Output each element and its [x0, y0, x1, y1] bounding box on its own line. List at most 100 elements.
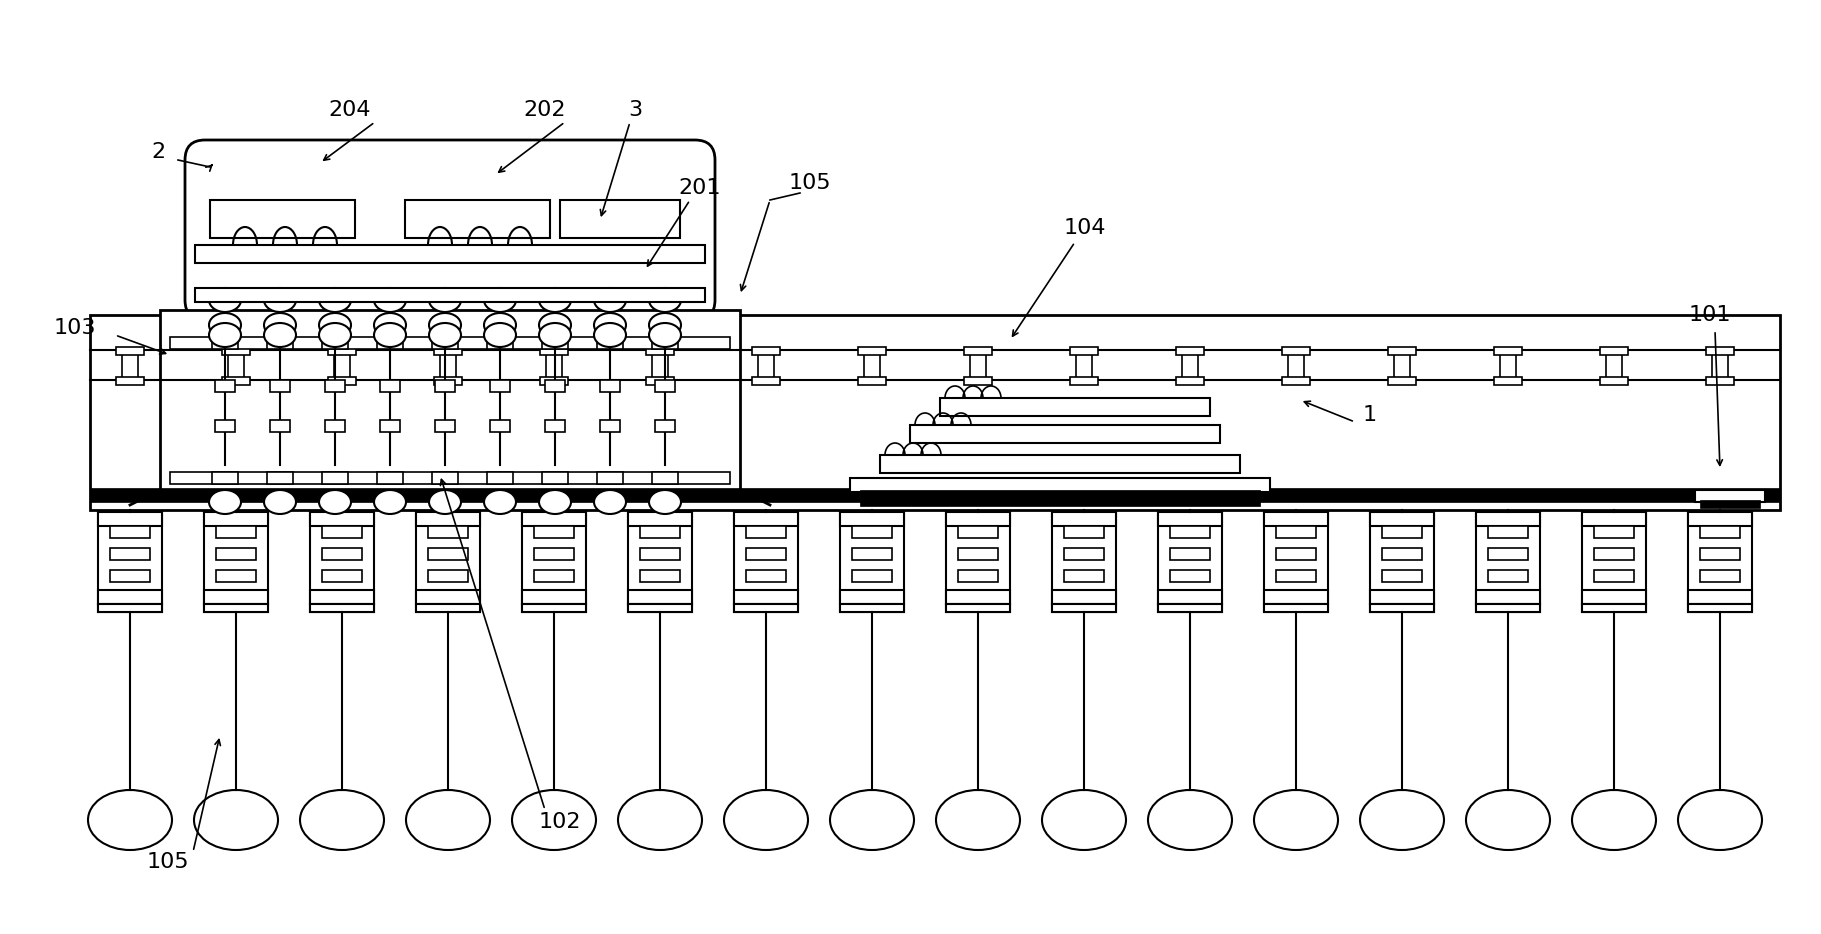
Bar — [310, 512, 373, 612]
Bar — [1477, 590, 1541, 604]
Bar — [1477, 512, 1541, 526]
Ellipse shape — [319, 323, 351, 347]
Bar — [195, 245, 705, 263]
Ellipse shape — [373, 313, 406, 337]
Bar — [1277, 548, 1317, 560]
Bar — [228, 350, 244, 380]
Bar — [215, 420, 235, 432]
Ellipse shape — [594, 323, 626, 347]
Bar — [415, 604, 481, 612]
Text: 105: 105 — [788, 173, 832, 193]
Ellipse shape — [484, 490, 515, 514]
Bar — [1701, 570, 1741, 582]
Text: 202: 202 — [524, 100, 566, 120]
Bar — [1158, 590, 1222, 604]
Ellipse shape — [209, 288, 240, 312]
Bar — [1701, 526, 1741, 538]
Bar — [415, 512, 481, 612]
Ellipse shape — [209, 490, 240, 514]
Bar — [428, 526, 468, 538]
Bar — [1712, 350, 1728, 380]
Bar — [1382, 548, 1422, 560]
Bar — [1688, 590, 1752, 604]
Bar — [628, 604, 692, 612]
Bar — [839, 512, 903, 526]
Bar — [1369, 590, 1433, 604]
Ellipse shape — [512, 790, 595, 850]
Bar — [217, 570, 257, 582]
Bar — [98, 512, 162, 526]
FancyBboxPatch shape — [186, 140, 716, 320]
Bar — [268, 472, 293, 484]
Bar — [89, 488, 1779, 502]
Bar — [852, 548, 892, 560]
Bar — [204, 604, 268, 612]
Ellipse shape — [539, 288, 572, 312]
Bar — [270, 420, 290, 432]
Bar — [122, 350, 138, 380]
Bar — [523, 512, 586, 526]
Bar — [597, 337, 623, 349]
Bar — [628, 590, 692, 604]
Ellipse shape — [430, 490, 461, 514]
Bar — [109, 526, 149, 538]
Ellipse shape — [648, 490, 681, 514]
Bar — [734, 604, 798, 612]
Bar — [534, 526, 574, 538]
Bar — [89, 315, 1779, 510]
Bar — [117, 377, 144, 385]
Bar — [1282, 377, 1309, 385]
Bar — [852, 526, 892, 538]
Bar — [415, 590, 481, 604]
Ellipse shape — [594, 313, 626, 337]
Bar — [1593, 570, 1633, 582]
Ellipse shape — [617, 790, 703, 850]
Bar — [1277, 570, 1317, 582]
Bar — [268, 337, 293, 349]
Bar — [1688, 604, 1752, 612]
Ellipse shape — [1147, 790, 1233, 850]
Ellipse shape — [264, 313, 297, 337]
Bar — [1488, 548, 1528, 560]
Bar — [1282, 347, 1309, 355]
Bar — [1593, 548, 1633, 560]
Bar — [646, 377, 674, 385]
Bar — [734, 590, 798, 604]
Bar — [322, 526, 362, 538]
Bar — [544, 420, 565, 432]
Bar — [534, 548, 574, 560]
Bar — [435, 420, 455, 432]
Bar — [1688, 512, 1752, 612]
Bar — [1063, 548, 1104, 560]
Bar — [310, 590, 373, 604]
Bar — [98, 512, 162, 612]
Bar — [222, 347, 249, 355]
Bar — [747, 526, 787, 538]
Bar — [523, 590, 586, 604]
Bar — [1706, 377, 1734, 385]
Bar — [1158, 604, 1222, 612]
Bar — [858, 377, 887, 385]
Bar — [752, 377, 779, 385]
Ellipse shape — [373, 490, 406, 514]
Text: 3: 3 — [628, 100, 643, 120]
Bar — [963, 377, 992, 385]
Bar — [656, 420, 676, 432]
Bar — [1382, 526, 1422, 538]
Bar — [486, 472, 514, 484]
Bar — [1277, 526, 1317, 538]
Bar — [1601, 347, 1628, 355]
Bar — [381, 380, 401, 392]
Ellipse shape — [725, 790, 809, 850]
Bar — [377, 337, 402, 349]
Bar — [1063, 526, 1104, 538]
Bar — [1053, 512, 1116, 526]
Bar — [1176, 347, 1204, 355]
Bar — [1477, 604, 1541, 612]
Bar — [646, 347, 674, 355]
Bar — [1488, 526, 1528, 538]
Bar — [433, 377, 463, 385]
Bar — [597, 472, 623, 484]
Ellipse shape — [1360, 790, 1444, 850]
Bar — [523, 604, 586, 612]
